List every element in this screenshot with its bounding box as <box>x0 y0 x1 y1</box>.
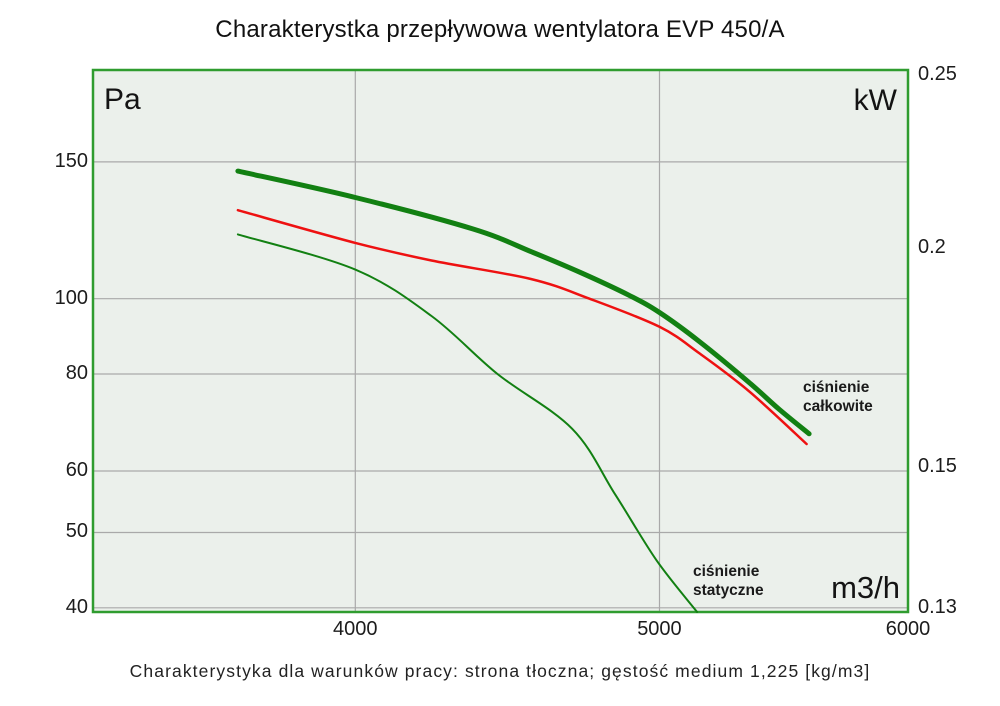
y-right-tick-0.13: 0.13 <box>918 596 957 619</box>
annotation-static-pressure-line1: ciśnienie <box>693 563 760 580</box>
x-tick-5000: 5000 <box>637 618 682 640</box>
y-right-tick-0.15: 0.15 <box>918 454 957 477</box>
y-left-tick-40: 40 <box>65 595 88 618</box>
y-left-tick-150: 150 <box>54 149 88 172</box>
annotation-static-pressure-line2: statyczne <box>693 582 764 599</box>
annotation-total-pressure: ciśnienie całkowite <box>803 378 873 416</box>
y-left-tick-80: 80 <box>65 361 88 384</box>
annotation-static-pressure: ciśnienie statyczne <box>693 562 764 600</box>
y-left-tick-60: 60 <box>65 458 88 481</box>
plot-border <box>91 68 910 614</box>
x-tick-4000: 4000 <box>333 618 378 640</box>
x-tick-6000: 6000 <box>885 618 931 640</box>
annotation-total-pressure-line1: ciśnienie <box>803 379 870 396</box>
chart-caption: Charakterystyka dla warunków pracy: stro… <box>129 661 871 681</box>
plot-background <box>93 70 908 612</box>
curve-static-pressure <box>236 233 699 613</box>
curve-red <box>236 208 808 446</box>
y-right-tick-0.2: 0.2 <box>918 235 946 258</box>
curve-total-pressure <box>235 168 812 437</box>
right-axis-unit-label: kW <box>853 84 897 117</box>
y-right-tick-0.25: 0.25 <box>918 62 957 85</box>
chart-title: Charakterystka przepływowa wentylatora E… <box>215 16 785 43</box>
x-axis-unit-label: m3/h <box>831 570 900 605</box>
left-axis-unit-label: Pa <box>104 83 141 116</box>
y-left-tick-100: 100 <box>54 286 88 309</box>
y-left-tick-50: 50 <box>65 520 88 543</box>
annotation-total-pressure-line2: całkowite <box>803 398 873 415</box>
